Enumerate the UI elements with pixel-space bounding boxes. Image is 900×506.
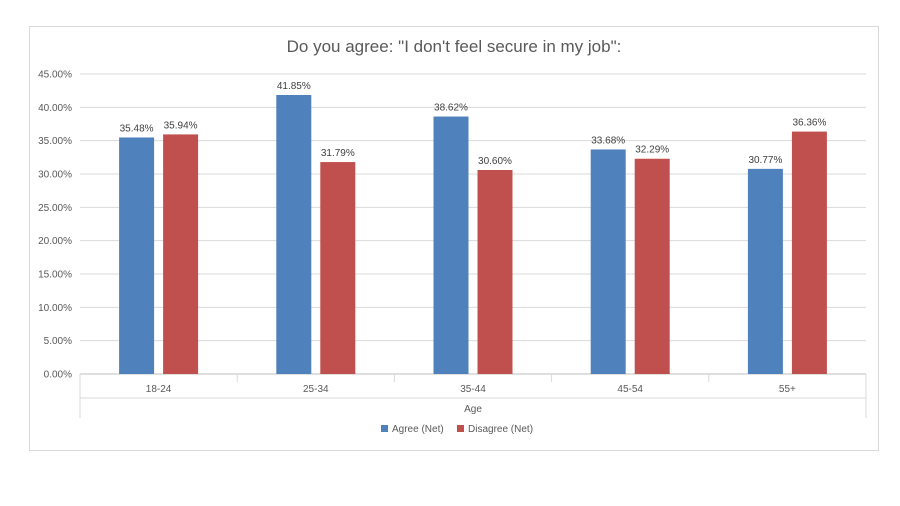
data-label: 41.85%: [277, 81, 311, 92]
data-label: 35.48%: [120, 123, 154, 134]
bar: [477, 170, 513, 374]
x-tick-label: 18-24: [146, 384, 172, 395]
data-label: 33.68%: [591, 135, 625, 146]
x-tick-label: 35-44: [460, 384, 486, 395]
data-label: 32.29%: [635, 145, 669, 156]
y-tick-label: 30.00%: [38, 170, 72, 181]
data-label: 30.60%: [478, 156, 512, 167]
data-label: 31.79%: [321, 148, 355, 159]
chart-title: Do you agree: "I don't feel secure in my…: [287, 37, 622, 56]
bar: [320, 162, 356, 374]
bar: [791, 131, 827, 374]
x-axis-title: Age: [464, 404, 482, 415]
data-label: 38.62%: [434, 103, 468, 114]
legend-swatch: [457, 425, 464, 432]
y-tick-label: 20.00%: [38, 236, 72, 247]
y-tick-label: 0.00%: [44, 370, 72, 381]
y-tick-label: 15.00%: [38, 270, 72, 281]
y-tick-label: 25.00%: [38, 203, 72, 214]
bar: [634, 158, 670, 374]
legend: Agree (Net) Disagree (Net): [381, 424, 533, 435]
bar: [163, 134, 199, 374]
y-tick-label: 10.00%: [38, 303, 72, 314]
y-axis-ticks: 0.00% 5.00% 10.00% 15.00% 20.00% 25.00% 30.00%…: [38, 70, 72, 381]
x-axis: 18-24 25-34 35-44 45-54 55+: [79, 374, 867, 418]
y-tick-label: 45.00%: [38, 70, 72, 81]
data-labels: 35.48% 35.94% 41.85% 31.79% 38.62% 30.60% 33.6…: [120, 81, 827, 167]
bar: [119, 137, 155, 374]
x-tick-label: 55+: [779, 384, 796, 395]
x-tick-label: 45-54: [617, 384, 643, 395]
bar: [590, 149, 626, 374]
y-tick-label: 5.00%: [44, 336, 72, 347]
data-label: 36.36%: [792, 118, 826, 129]
legend-swatch: [381, 425, 388, 432]
bars: [119, 95, 827, 375]
data-label: 35.94%: [164, 120, 198, 131]
y-tick-label: 35.00%: [38, 136, 72, 147]
gridlines: [80, 73, 866, 375]
legend-label: Disagree (Net): [468, 424, 533, 435]
bar: [276, 95, 312, 374]
x-tick-label: 25-34: [303, 384, 329, 395]
y-tick-label: 40.00%: [38, 103, 72, 114]
bar: [747, 168, 783, 374]
chart-frame: Do you agree: "I don't feel secure in my…: [29, 26, 879, 451]
legend-label: Agree (Net): [392, 424, 444, 435]
bar-chart: Do you agree: "I don't feel secure in my…: [38, 37, 867, 435]
data-label: 30.77%: [748, 155, 782, 166]
bar: [433, 116, 469, 375]
